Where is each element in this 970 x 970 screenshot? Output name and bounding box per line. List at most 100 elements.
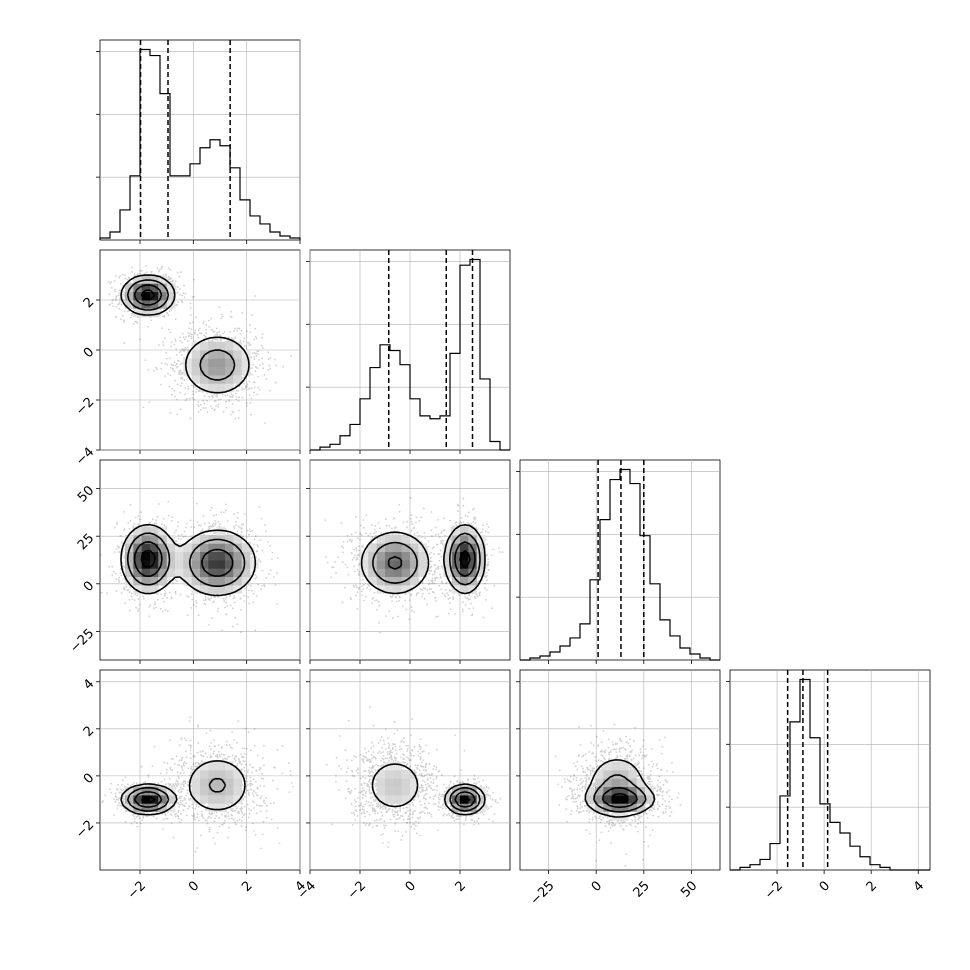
sample-point [167, 276, 170, 279]
sample-point [490, 554, 493, 557]
sample-point [248, 394, 251, 397]
sample-point [117, 303, 119, 306]
density-cell [200, 585, 209, 594]
sample-point [395, 533, 397, 535]
sample-point [190, 333, 193, 336]
sample-point [170, 341, 173, 344]
sample-point [337, 556, 339, 558]
sample-point [445, 582, 448, 585]
sample-point [211, 617, 213, 619]
sample-point [156, 598, 159, 601]
density-cell [125, 560, 134, 569]
sample-point [180, 373, 183, 375]
sample-point [250, 557, 253, 560]
sample-point [449, 537, 452, 539]
sample-point [113, 280, 116, 283]
density-cell [233, 568, 242, 577]
sample-point [245, 405, 248, 407]
sample-point [160, 362, 163, 364]
sample-point [123, 588, 126, 591]
sample-point [447, 594, 450, 596]
sample-point [422, 587, 425, 589]
sample-point [351, 539, 353, 542]
density-cell [208, 350, 217, 359]
sample-point [140, 511, 143, 514]
sample-point [224, 606, 227, 609]
sample-point [241, 396, 244, 399]
sample-point [482, 528, 484, 531]
sample-point [269, 544, 271, 547]
sample-point [487, 569, 490, 571]
sample-point [182, 536, 185, 538]
sample-point [211, 407, 214, 410]
sample-point [471, 613, 474, 616]
sample-point [175, 348, 178, 350]
sample-point [249, 331, 252, 334]
sample-point [172, 582, 175, 584]
sample-point [442, 539, 444, 542]
sample-point [233, 595, 236, 597]
histogram-panel-1 [96, 39, 301, 244]
sample-point [486, 564, 489, 567]
density-cell [150, 576, 159, 586]
sample-point [215, 522, 217, 524]
sample-point [477, 528, 479, 531]
sample-point [438, 559, 440, 562]
density-cell [200, 543, 209, 552]
sample-point [175, 354, 178, 356]
sample-point [219, 339, 222, 342]
sample-point [239, 333, 242, 335]
sample-point [267, 351, 270, 354]
sample-point [191, 396, 194, 399]
sample-point [216, 339, 219, 341]
sample-point [235, 398, 238, 401]
density-cell [200, 383, 209, 392]
sample-point [174, 395, 176, 398]
sample-point [229, 395, 232, 398]
sample-point [176, 359, 179, 362]
sample-point [271, 558, 273, 561]
sample-point [373, 528, 376, 531]
density-cell [208, 383, 217, 392]
sample-point [240, 528, 243, 530]
sample-point [160, 367, 163, 370]
sample-point [170, 363, 173, 366]
sample-point [170, 393, 173, 396]
sample-point [168, 277, 171, 280]
density-cell [241, 543, 251, 552]
sample-point [250, 585, 252, 587]
sample-point [148, 606, 151, 608]
sample-point [249, 324, 251, 326]
sample-point [437, 567, 440, 570]
sample-point [243, 513, 246, 515]
density-cell [150, 543, 159, 552]
sample-point [230, 392, 233, 395]
sample-point [184, 347, 187, 349]
sample-point [181, 348, 184, 350]
sample-point [115, 298, 117, 301]
sample-point [143, 272, 146, 275]
density-cell [150, 568, 159, 577]
sample-point [473, 595, 476, 598]
sample-point [162, 344, 165, 347]
sample-point [179, 408, 182, 411]
sample-point [118, 302, 120, 305]
sample-point [184, 393, 186, 396]
sample-point [255, 550, 258, 553]
sample-point [274, 381, 277, 384]
sample-point [160, 268, 163, 270]
sample-point [261, 585, 263, 587]
sample-point [138, 603, 141, 606]
sample-point [118, 546, 120, 549]
density-cell [141, 291, 151, 301]
sample-point [214, 596, 217, 599]
sample-point [163, 316, 166, 318]
sample-point [448, 589, 451, 591]
sample-point [100, 553, 102, 556]
sample-point [183, 284, 186, 287]
sample-point [150, 319, 153, 322]
sample-point [263, 374, 266, 376]
sample-point [485, 554, 488, 557]
sample-point [127, 310, 130, 312]
sample-point [195, 502, 198, 505]
